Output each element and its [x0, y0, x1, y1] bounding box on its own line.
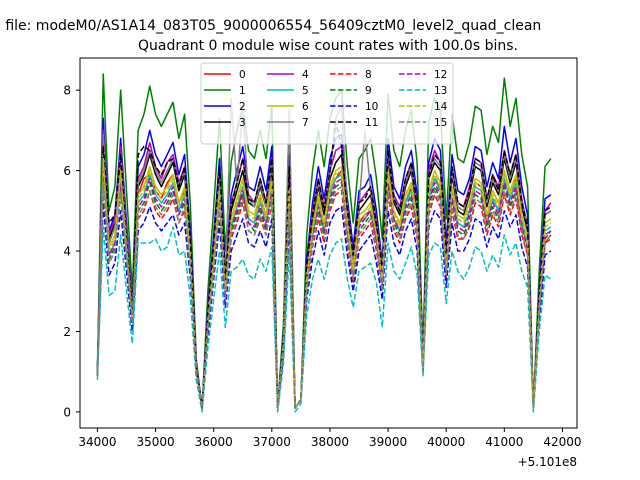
series-line-15 [96, 181, 552, 409]
legend-frame [200, 62, 454, 145]
series-line-2 [96, 117, 552, 409]
x-tick-label: 42000 [543, 435, 581, 449]
y-tick-label: 2 [63, 325, 71, 339]
legend-label-4: 4 [302, 69, 309, 81]
series-line-14 [96, 157, 552, 409]
legend-label-5: 5 [302, 85, 309, 97]
x-tick-label: 35000 [136, 435, 174, 449]
y-tick-label: 8 [63, 84, 71, 98]
series-line-12 [96, 169, 552, 409]
legend-label-11: 11 [365, 117, 378, 129]
x-tick-label: 36000 [195, 435, 233, 449]
legend-label-8: 8 [365, 69, 372, 81]
y-tick-label: 4 [63, 245, 71, 259]
series-line-11 [96, 121, 552, 409]
legend-label-2: 2 [239, 101, 246, 113]
chart-title: Quadrant 0 module wise count rates with … [138, 38, 518, 54]
series-line-13 [96, 226, 552, 413]
y-axis: 0 2 4 6 8 [63, 84, 80, 419]
legend-label-9: 9 [365, 85, 372, 97]
legend-label-14: 14 [434, 101, 448, 113]
x-tick-label: 40000 [427, 435, 465, 449]
legend-label-10: 10 [365, 101, 378, 113]
x-tick-label: 34000 [78, 435, 116, 449]
x-tick-label: 38000 [311, 435, 349, 449]
x-axis: 34000 35000 36000 37000 38000 39000 40000 41000… [78, 428, 582, 449]
y-tick-label: 0 [63, 405, 71, 419]
series-line-8 [96, 185, 552, 409]
legend-label-6: 6 [302, 101, 309, 113]
legend-label-0: 0 [239, 69, 246, 81]
x-tick-label: 37000 [253, 435, 291, 449]
x-tick-label: 41000 [485, 435, 523, 449]
legend-label-7: 7 [302, 117, 309, 129]
series-line-6 [96, 149, 552, 409]
legend-label-13: 13 [434, 85, 447, 97]
y-tick-label: 6 [63, 164, 71, 178]
legend-label-12: 12 [434, 69, 447, 81]
legend-label-3: 3 [239, 117, 246, 129]
series-layer [96, 73, 552, 413]
x-offset-label: +5.101e8 [518, 455, 577, 469]
series-line-1 [96, 73, 552, 409]
legend-label-1: 1 [239, 85, 246, 97]
legend-label-15: 15 [434, 117, 447, 129]
series-line-9 [96, 173, 552, 409]
series-line-3 [96, 137, 552, 409]
series-line-10 [96, 202, 552, 409]
figure-suptitle: n file: modeM0/AS1A14_083T05_9000006554_… [0, 18, 541, 34]
plot-frame [79, 57, 578, 429]
x-tick-label: 39000 [369, 435, 407, 449]
